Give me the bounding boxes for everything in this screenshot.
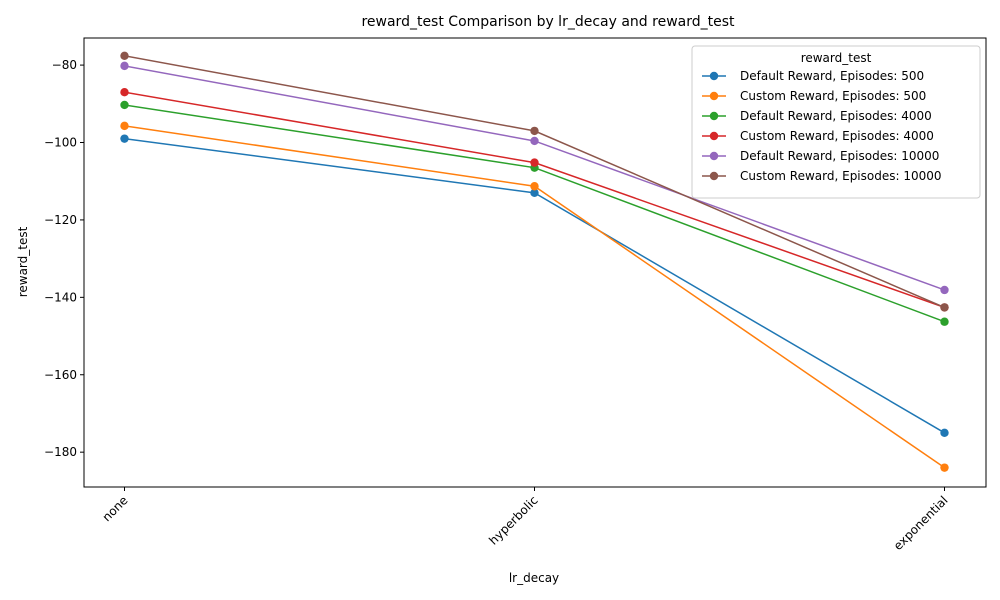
data-point [940,285,949,295]
series [120,51,949,312]
data-point [530,158,539,167]
chart-title: reward_test Comparison by lr_decay and r… [361,14,735,30]
data-point [120,51,129,61]
legend-item: Default Reward, Episodes: 500 [702,69,924,83]
legend-item: Custom Reward, Episodes: 4000 [702,129,934,143]
legend-title: reward_test [801,51,872,65]
legend-swatch-marker [709,91,719,101]
legend-label: Custom Reward, Episodes: 4000 [740,129,934,143]
legend-label: Default Reward, Episodes: 4000 [740,109,932,123]
x-tick-label: hyperbolic [486,493,540,547]
y-tick-label: −140 [44,290,77,304]
data-point [120,134,129,143]
data-point [940,463,949,472]
data-point [530,182,539,191]
x-tick-label: exponential [891,493,951,553]
data-point [120,87,129,97]
legend-swatch-marker [709,171,719,181]
data-point [120,100,129,110]
series [120,134,949,438]
legend-item: Default Reward, Episodes: 4000 [702,109,932,123]
y-tick-label: −180 [44,445,77,459]
series [120,61,949,295]
legend-box [691,45,981,199]
legend-label: Default Reward, Episodes: 500 [740,69,924,83]
legend-item: Custom Reward, Episodes: 10000 [702,169,942,183]
data-point [940,317,949,326]
legend: reward_test Default Reward, Episodes: 50… [691,45,981,199]
series [120,100,949,326]
legend-item: Default Reward, Episodes: 10000 [702,149,939,163]
data-point [940,428,949,438]
legend-label: Custom Reward, Episodes: 10000 [740,169,942,183]
legend-swatch-marker [709,111,719,121]
legend-swatch-marker [709,151,719,161]
y-tick-label: −160 [44,368,77,382]
data-point [530,126,539,136]
x-axis-label: lr_decay [509,571,559,585]
legend-label: Custom Reward, Episodes: 500 [740,89,926,103]
series-layer [120,51,949,472]
y-tick-label: −80 [52,58,77,72]
x-axis: none hyperbolic exponential [100,487,951,553]
x-tick-label: none [100,493,131,524]
data-point [120,61,129,71]
y-tick-label: −120 [44,213,77,227]
series [120,121,949,472]
legend-swatch-marker [709,131,719,141]
y-axis: −180 −160 −140 −120 −100 −80 [44,58,84,459]
legend-item: Custom Reward, Episodes: 500 [702,89,926,103]
y-tick-label: −100 [44,136,77,150]
data-point [530,188,539,198]
y-axis-label: reward_test [16,226,30,297]
legend-label: Default Reward, Episodes: 10000 [740,149,939,163]
data-point [530,136,539,146]
data-point [120,121,129,131]
legend-swatch-marker [709,71,719,81]
data-point [940,303,949,312]
